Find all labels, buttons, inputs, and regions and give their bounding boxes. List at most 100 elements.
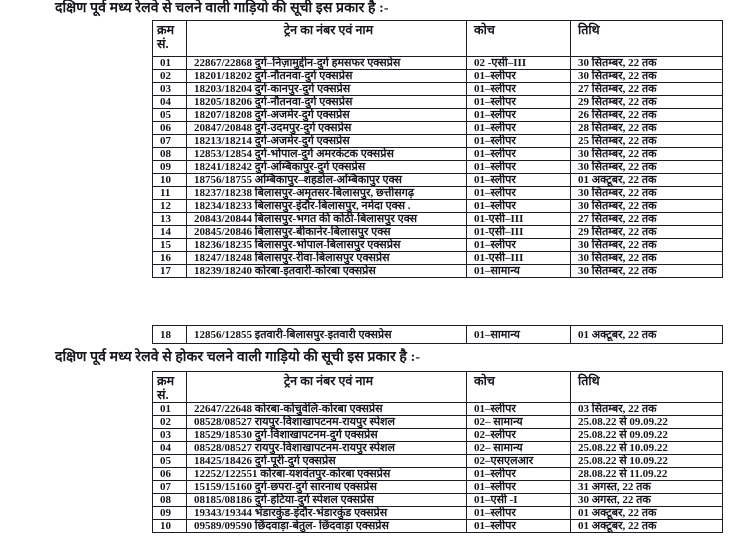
cell-train-number-name: 08185/08186 दुर्ग-हटिया-दुर्ग स्पेशल एक्…: [186, 493, 467, 507]
table-row: 10 18756/18755 अम्बिकापुर–शहडोल-अम्बिकापु…: [152, 173, 723, 187]
cell-serial-no: 10: [152, 519, 187, 533]
table-row: 06 20847/20848 दुर्ग-उदमपुर-दुर्ग एक्सप्र…: [152, 121, 723, 135]
table-row: 16 18247/18248 बिलासपुर-रीवा-बिलासपुर एक्…: [152, 251, 723, 265]
cell-serial-no: 02: [152, 415, 187, 429]
table-row: 02 18201/18202 दुर्ग-नौतनवा-दुर्ग एक्सप्र…: [152, 69, 723, 83]
cell-coach: 01–स्लीपर: [466, 82, 571, 96]
cell-serial-no: 17: [152, 264, 187, 278]
cell-serial-no: 06: [152, 467, 187, 481]
cell-train-number-name: 18756/18755 अम्बिकापुर–शहडोल-अम्बिकापुर …: [186, 173, 467, 187]
cell-date: 28.08.22 से 11.09.22: [570, 467, 723, 481]
cell-coach: 02–स्लीपर: [466, 428, 571, 442]
running-trains-table-wrap: क्रम सं. ट्रेन का नंबर एवं नाम कोच तिथि …: [152, 20, 723, 278]
table-row: 01 22647/22648 कोरबा-कोचुवेलि-कोरबा एक्सप…: [152, 402, 723, 416]
cell-coach: 02–एसएलआर: [466, 454, 571, 468]
cell-serial-no: 11: [152, 186, 187, 200]
cell-date: 31 अगस्त, 22 तक: [570, 480, 723, 494]
table-row: 10 09589/09590 छिंदवाड़ा-बेतुल- छिंदवाड़ा…: [152, 519, 723, 533]
cell-train-number-name: 18237/18238 बिलासपुर-अमृतसर-बिलासपुर, छत…: [186, 186, 467, 200]
column-header-date: तिथि: [570, 371, 723, 403]
table-row: 02 08528/08527 रायपुर-विशाखापटनम-रायपुर स…: [152, 415, 723, 429]
page-title-running-trains: दक्षिण पूर्व मध्य रेलवे से चलने वाली गाड…: [55, 1, 389, 16]
cell-coach: 01–सामान्य: [466, 264, 571, 278]
cell-coach: 01–स्लीपर: [466, 480, 571, 494]
cell-serial-no: 10: [152, 173, 187, 187]
table-row: 03 18529/18530 दुर्ग-विशाखापटनम-दुर्ग एक्…: [152, 428, 723, 442]
cell-serial-no: 09: [152, 160, 187, 174]
cell-train-number-name: 09589/09590 छिंदवाड़ा-बेतुल- छिंदवाड़ा ए…: [186, 519, 467, 533]
cell-train-number-name: 18201/18202 दुर्ग-नौतनवा-दुर्ग एक्सप्रेस: [186, 69, 467, 83]
table-row: 04 18205/18206 दुर्ग-नौतनवा-दुर्ग एक्सप्र…: [152, 95, 723, 109]
cell-coach: 01–स्लीपर: [466, 147, 571, 161]
cell-coach: 02– सामान्य: [466, 441, 571, 455]
cell-serial-no: 03: [152, 82, 187, 96]
cell-train-number-name: 15159/15160 दुर्ग-छपरा-दुर्ग सारनाथ एक्स…: [186, 480, 467, 494]
column-header-coach: कोच: [466, 371, 571, 403]
cell-coach: 01-एसी–III: [466, 225, 571, 239]
cell-serial-no: 06: [152, 121, 187, 135]
cell-serial-no: 15: [152, 238, 187, 252]
column-header-train: ट्रेन का नंबर एवं नाम: [186, 371, 467, 403]
cell-date: 25.08.22 से 09.09.22: [570, 415, 723, 429]
cell-train-number-name: 18241/18242 दुर्ग-अम्बिकापुर-दुर्ग एक्सप…: [186, 160, 467, 174]
cell-coach: 01–सामान्य: [466, 325, 571, 344]
cell-date: 30 सितम्बर, 22 तक: [570, 56, 723, 70]
table-row: 04 08528/08527 रायपुर-विशाखापटनम-रायपुर स…: [152, 441, 723, 455]
cell-date: 30 सितम्बर, 22 तक: [570, 251, 723, 265]
cell-train-number-name: 22647/22648 कोरबा-कोचुवेलि-कोरबा एक्सप्र…: [186, 402, 467, 416]
running-trains-table-continuation: 18 12856/12855 इतवारी-बिलासपुर-इतवारी एक्…: [152, 325, 723, 344]
table-body: 18 12856/12855 इतवारी-बिलासपुर-इतवारी एक्…: [152, 325, 723, 344]
cell-train-number-name: 18207/18208 दुर्ग-अजमेर-दुर्ग एक्सप्रेस: [186, 108, 467, 122]
running-trains-table: क्रम सं. ट्रेन का नंबर एवं नाम कोच तिथि …: [152, 20, 723, 278]
table-header: क्रम सं. ट्रेन का नंबर एवं नाम कोच तिथि: [152, 371, 723, 403]
column-header-train: ट्रेन का नंबर एवं नाम: [186, 20, 467, 57]
cell-date: 01 अक्टूबर, 22 तक: [570, 325, 723, 344]
cell-coach: 01–एसी -I: [466, 493, 571, 507]
cell-date: 27 सितम्बर, 22 तक: [570, 212, 723, 226]
cell-coach: 01–स्लीपर: [466, 69, 571, 83]
column-header-serial: क्रम सं.: [152, 371, 187, 403]
cell-date: 26 सितम्बर, 22 तक: [570, 108, 723, 122]
cell-train-number-name: 20845/20846 बिलासपुर-बीकानेर-बिलासपुर एक…: [186, 225, 467, 239]
cell-date: 30 सितम्बर, 22 तक: [570, 147, 723, 161]
cell-date: 28 सितम्बर, 22 तक: [570, 121, 723, 135]
cell-date: 30 अगस्त, 22 तक: [570, 493, 723, 507]
column-header-date: तिथि: [570, 20, 723, 57]
table-row: 18 12856/12855 इतवारी-बिलासपुर-इतवारी एक्…: [152, 325, 723, 344]
table-body: 01 22867/22868 दुर्ग–निज़ामुद्दीन-दुर्ग ह…: [152, 56, 723, 278]
table-row: 01 22867/22868 दुर्ग–निज़ामुद्दीन-दुर्ग ह…: [152, 56, 723, 70]
cell-coach: 01–स्लीपर: [466, 402, 571, 416]
cell-coach: 01–स्लीपर: [466, 95, 571, 109]
cell-serial-no: 16: [152, 251, 187, 265]
through-trains-table: क्रम सं. ट्रेन का नंबर एवं नाम कोच तिथि …: [152, 371, 723, 533]
cell-serial-no: 18: [152, 325, 187, 344]
cell-train-number-name: 12252/122551 कोरबा-यशवंतपुर-कोरबा एक्सप्…: [186, 467, 467, 481]
through-trains-table-wrap: क्रम सं. ट्रेन का नंबर एवं नाम कोच तिथि …: [152, 371, 723, 533]
cell-date: 03 सितम्बर, 22 तक: [570, 402, 723, 416]
table-header-row: क्रम सं. ट्रेन का नंबर एवं नाम कोच तिथि: [152, 371, 723, 403]
cell-train-number-name: 18203/18204 दुर्ग-कानपुर-दुर्ग एक्सप्रेस: [186, 82, 467, 96]
cell-serial-no: 14: [152, 225, 187, 239]
cell-train-number-name: 18239/18240 कोरबा-इतवारी-कोरबा एक्सप्रेस: [186, 264, 467, 278]
cell-train-number-name: 18205/18206 दुर्ग-नौतनवा-दुर्ग एक्सप्रेस: [186, 95, 467, 109]
column-header-coach: कोच: [466, 20, 571, 57]
cell-train-number-name: 08528/08527 रायपुर-विशाखापटनम-रायपुर स्प…: [186, 415, 467, 429]
cell-coach: 02– सामान्य: [466, 415, 571, 429]
cell-date: 29 सितम्बर, 22 तक: [570, 225, 723, 239]
table-row: 05 18425/18426 दुर्ग-पूरी-दुर्ग एक्सप्रेस…: [152, 454, 723, 468]
cell-serial-no: 02: [152, 69, 187, 83]
table-row: 07 18213/18214 दुर्ग-अजमेर-दुर्ग एक्सप्रे…: [152, 134, 723, 148]
cell-date: 25.08.22 से 09.09.22: [570, 428, 723, 442]
table-header-row: क्रम सं. ट्रेन का नंबर एवं नाम कोच तिथि: [152, 20, 723, 57]
cell-train-number-name: 18529/18530 दुर्ग-विशाखापटनम-दुर्ग एक्सप…: [186, 428, 467, 442]
cell-serial-no: 01: [152, 56, 187, 70]
cell-serial-no: 04: [152, 441, 187, 455]
table-row: 14 20845/20846 बिलासपुर-बीकानेर-बिलासपुर …: [152, 225, 723, 239]
table-row: 07 15159/15160 दुर्ग-छपरा-दुर्ग सारनाथ एक…: [152, 480, 723, 494]
table-row: 08 12853/12854 दुर्ग-भोपाल-दुर्ग अमरकंटक …: [152, 147, 723, 161]
cell-train-number-name: 12853/12854 दुर्ग-भोपाल-दुर्ग अमरकंटक एक…: [186, 147, 467, 161]
cell-date: 27 सितम्बर, 22 तक: [570, 82, 723, 96]
table-row: 03 18203/18204 दुर्ग-कानपुर-दुर्ग एक्सप्र…: [152, 82, 723, 96]
table-body: 01 22647/22648 कोरबा-कोचुवेलि-कोरबा एक्सप…: [152, 402, 723, 533]
cell-train-number-name: 22867/22868 दुर्ग–निज़ामुद्दीन-दुर्ग हमस…: [186, 56, 467, 70]
